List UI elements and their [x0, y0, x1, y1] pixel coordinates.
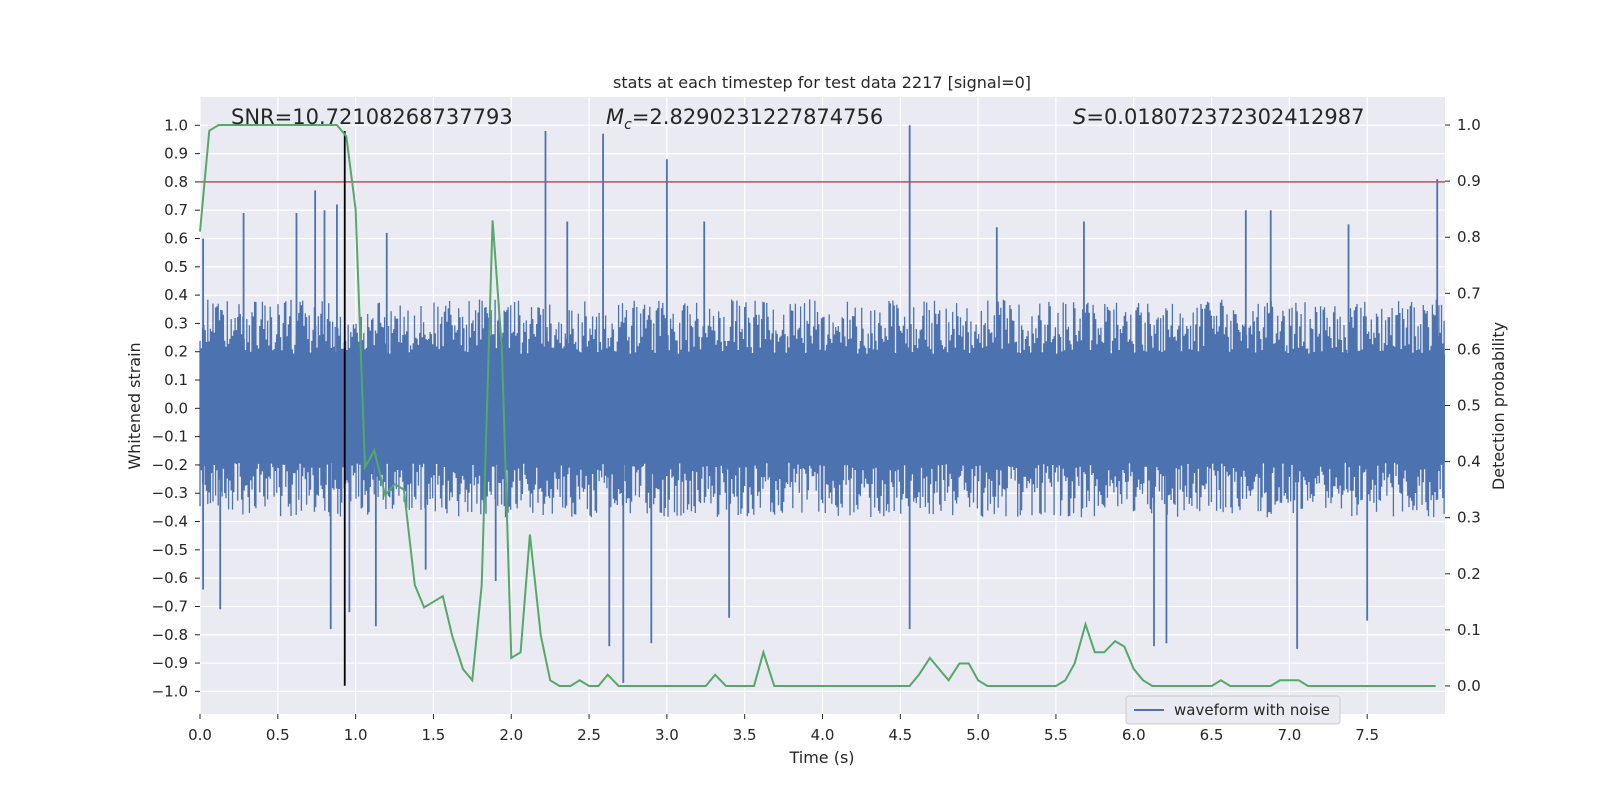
mc-subscript: c — [624, 117, 632, 133]
x-tick-label: 2.5 — [577, 726, 601, 744]
y-right-tick-label: 0.8 — [1457, 228, 1481, 246]
y-right-tick-label: 0.7 — [1457, 284, 1481, 302]
y-right-axis-ticks: 1.0 0.9 0.8 0.7 0.6 0.5 0.4 0.3 0.2 0.1 0.0 — [1445, 116, 1481, 695]
y-left-tick-label: −1.0 — [152, 682, 188, 700]
chart-title: stats at each timestep for test data 221… — [613, 73, 1031, 92]
x-tick-label: 3.0 — [655, 726, 679, 744]
x-tick-label: 6.5 — [1200, 726, 1224, 744]
legend: waveform with noise — [1125, 695, 1341, 725]
x-tick-label: 5.0 — [966, 726, 990, 744]
waveform-core-band — [200, 354, 1445, 463]
y-left-tick-label: −0.4 — [152, 513, 188, 531]
x-tick-label: 3.5 — [733, 726, 757, 744]
x-tick-label: 2.0 — [499, 726, 523, 744]
y-left-tick-label: −0.3 — [152, 484, 188, 502]
y-left-tick-label: −0.1 — [152, 428, 188, 446]
x-tick-label: 1.5 — [422, 726, 446, 744]
y-left-tick-label: −0.8 — [152, 626, 188, 644]
s-annotation: S=0.018072372302412987 — [1073, 105, 1364, 129]
mc-value: =2.8290231227874756 — [632, 105, 883, 129]
y-left-tick-label: −0.7 — [152, 597, 188, 615]
x-axis-label: Time (s) — [788, 748, 854, 767]
y-left-tick-label: 0.2 — [164, 343, 188, 361]
y-right-tick-label: 0.3 — [1457, 509, 1481, 527]
series-waveform-with-noise — [199, 125, 1445, 683]
y-left-tick-label: −0.2 — [152, 456, 188, 474]
y-right-tick-label: 0.1 — [1457, 621, 1481, 639]
legend-box — [1125, 695, 1341, 725]
x-tick-label: 0.5 — [266, 726, 290, 744]
y-left-axis-label: Whitened strain — [125, 342, 144, 469]
y-left-tick-label: −0.9 — [152, 654, 188, 672]
y-left-tick-label: −0.5 — [152, 541, 188, 559]
probability-line — [199, 124, 1436, 687]
y-right-tick-label: 0.2 — [1457, 565, 1481, 583]
x-tick-label: 4.0 — [811, 726, 835, 744]
mc-annotation: Mc=2.8290231227874756 — [606, 105, 883, 133]
x-tick-label: 7.0 — [1277, 726, 1301, 744]
y-left-tick-label: 0.9 — [164, 145, 188, 163]
y-right-tick-label: 0.9 — [1457, 172, 1481, 190]
s-symbol: S — [1073, 105, 1086, 129]
x-tick-label: 6.0 — [1122, 726, 1146, 744]
mc-symbol: M — [606, 105, 624, 129]
y-left-tick-label: 0.0 — [164, 399, 188, 417]
y-left-tick-label: 0.7 — [164, 201, 188, 219]
y-left-tick-label: 0.1 — [164, 371, 188, 389]
x-tick-label: 7.5 — [1355, 726, 1379, 744]
x-tick-label: 5.5 — [1044, 726, 1068, 744]
y-left-tick-label: 0.5 — [164, 258, 188, 276]
y-right-axis-label: Detection probability — [1489, 322, 1508, 490]
y-right-tick-label: 0.5 — [1457, 397, 1481, 415]
legend-label: waveform with noise — [1174, 701, 1330, 719]
overlays — [200, 130, 1445, 686]
y-right-tick-label: 0.6 — [1457, 340, 1481, 358]
x-tick-label: 4.5 — [888, 726, 912, 744]
y-left-tick-label: −0.6 — [152, 569, 188, 587]
y-left-tick-label: 1.0 — [164, 116, 188, 134]
x-tick-label: 1.0 — [344, 726, 368, 744]
y-right-tick-label: 0.4 — [1457, 453, 1481, 471]
x-tick-label: 0.0 — [188, 726, 212, 744]
series-detection-probability — [199, 124, 1436, 687]
s-value: =0.018072372302412987 — [1086, 105, 1364, 129]
y-right-tick-label: 1.0 — [1457, 116, 1481, 134]
y-left-tick-label: 0.4 — [164, 286, 188, 304]
y-left-tick-label: 0.3 — [164, 314, 188, 332]
y-right-tick-label: 0.0 — [1457, 677, 1481, 695]
y-left-axis-ticks: 1.0 0.9 0.8 0.7 0.6 0.5 0.4 0.3 0.2 0.1 0.0 −0.1 −0.… — [152, 116, 200, 700]
snr-annotation: SNR=10.72108268737793 — [231, 105, 513, 129]
y-left-tick-label: 0.8 — [164, 173, 188, 191]
y-left-tick-label: 0.6 — [164, 230, 188, 248]
